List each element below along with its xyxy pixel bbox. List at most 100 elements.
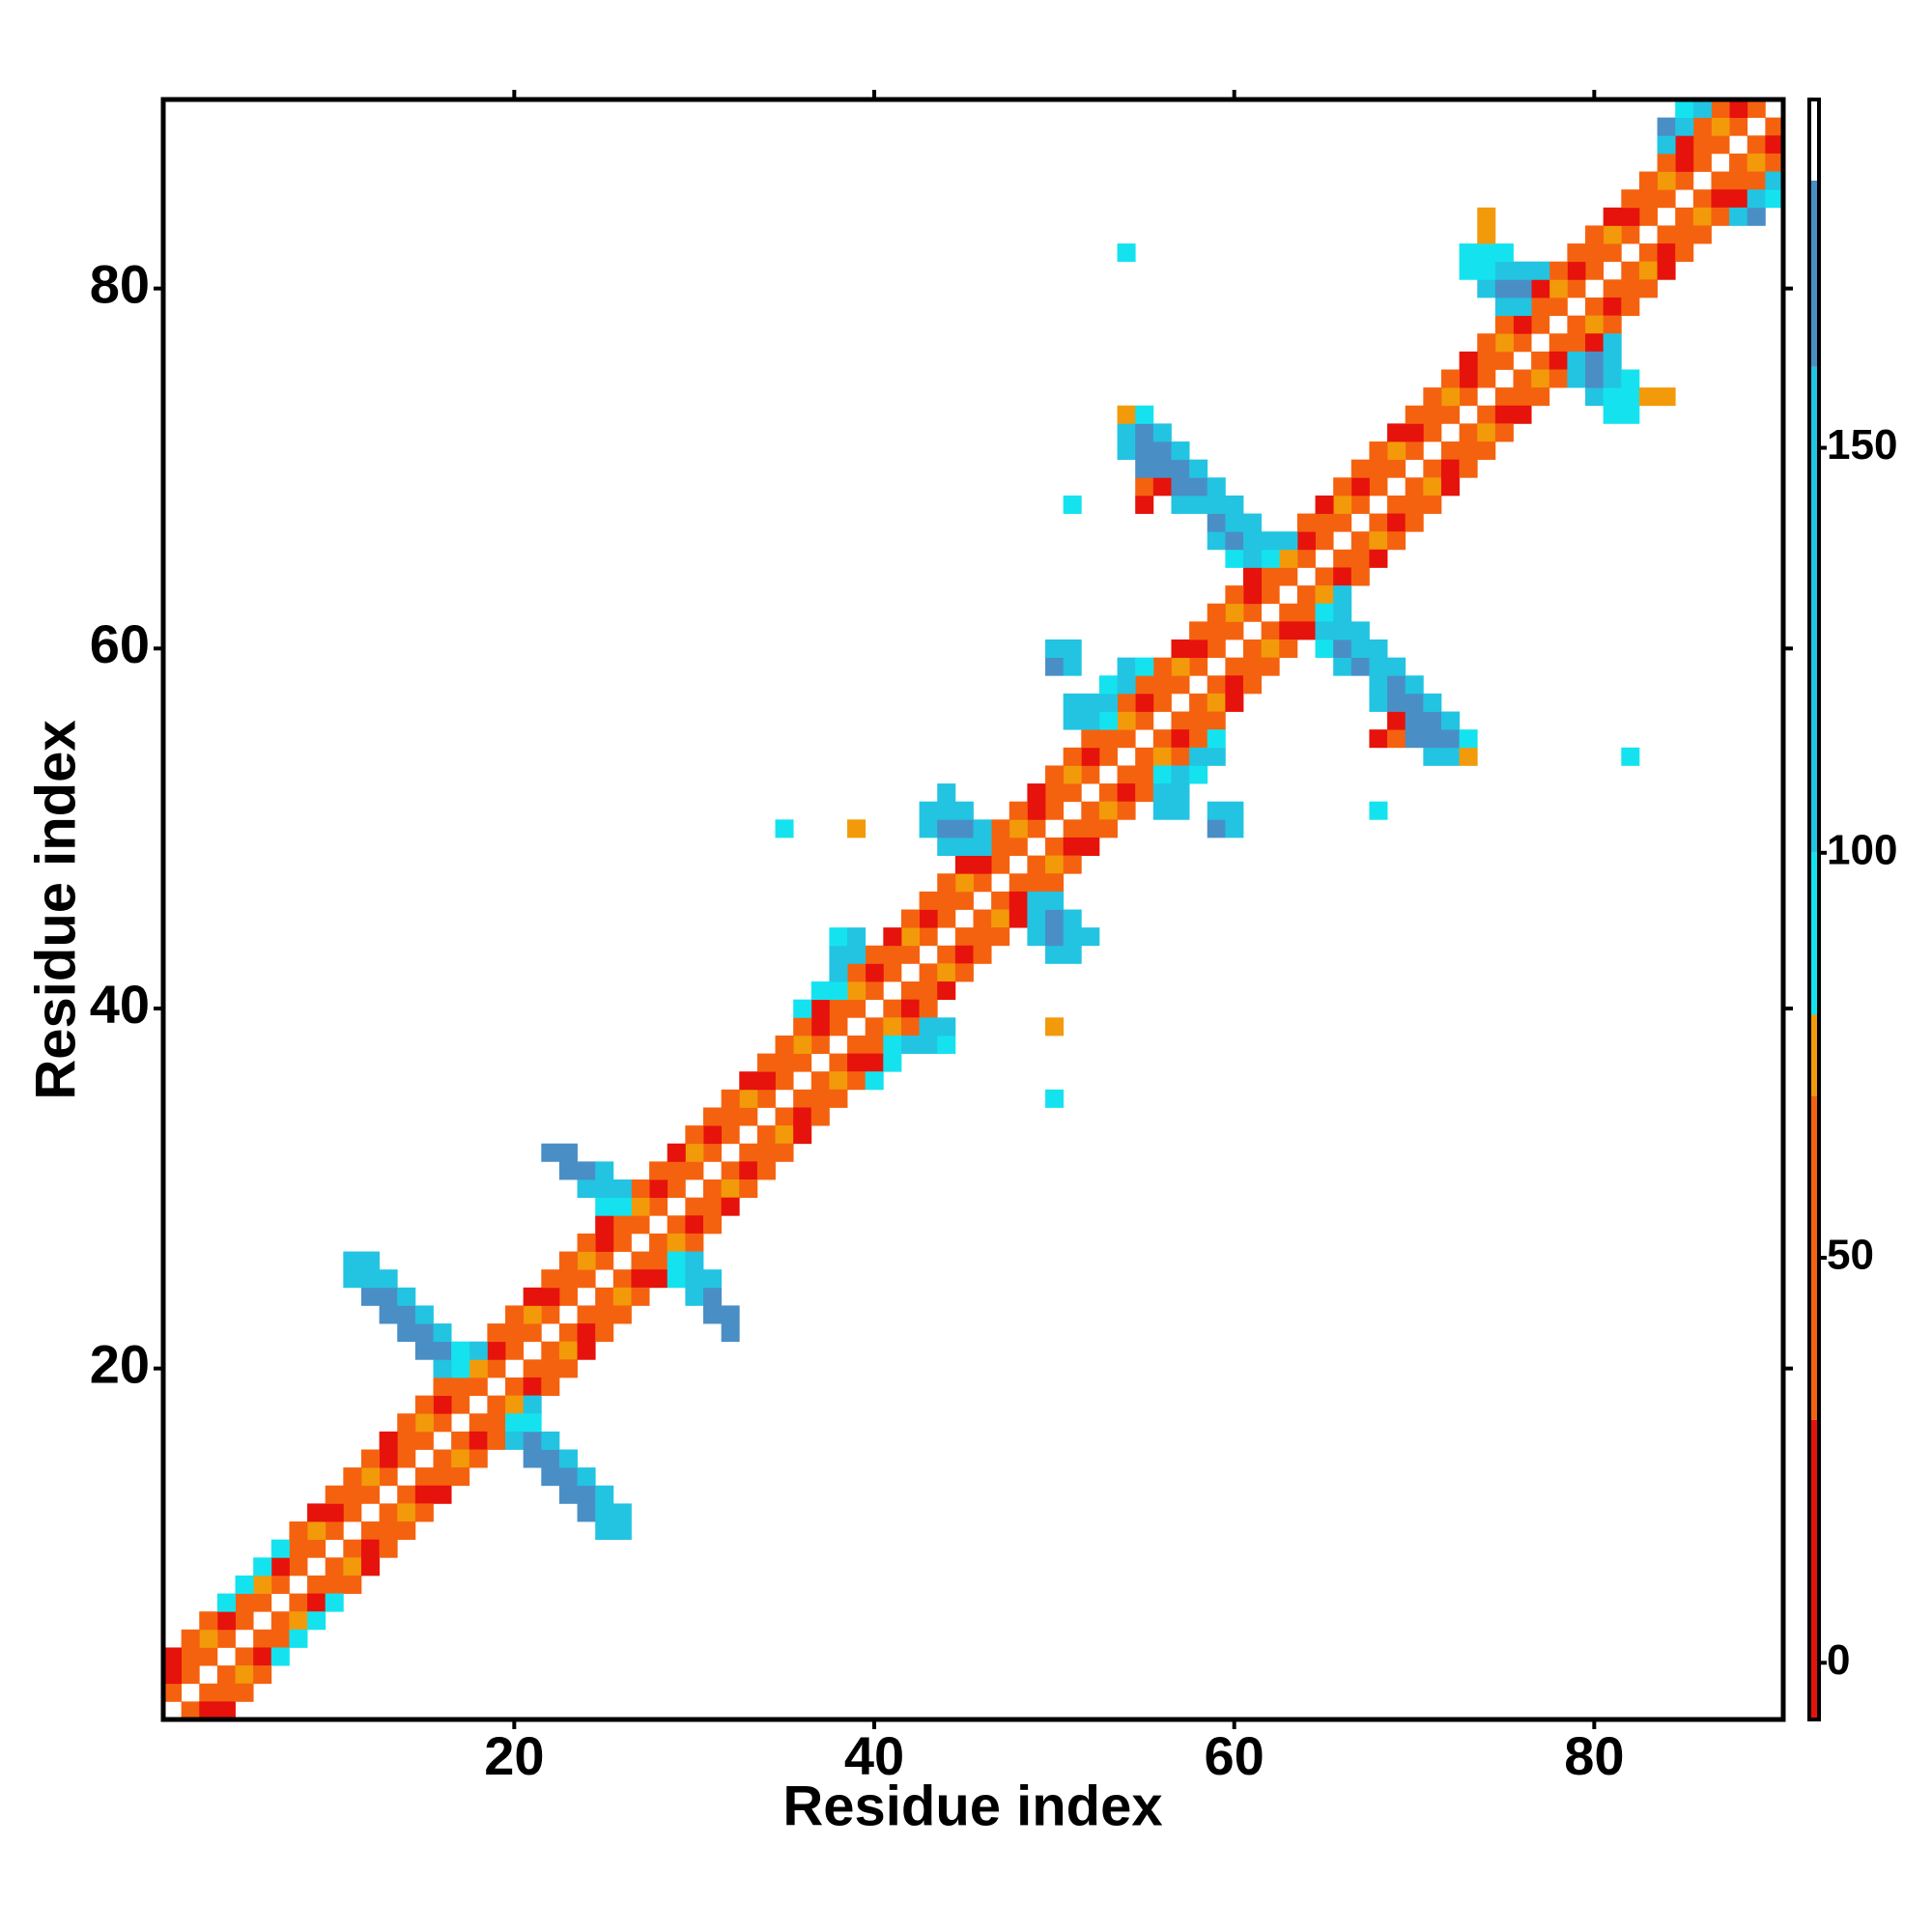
cell: [1477, 225, 1496, 244]
cell: [829, 981, 848, 1001]
cell: [1207, 621, 1226, 640]
cell: [721, 1197, 740, 1216]
cell: [1477, 279, 1496, 298]
cell: [1548, 297, 1568, 316]
cell: [1405, 693, 1424, 712]
cell: [1675, 153, 1694, 172]
cell: [685, 1125, 704, 1145]
cell: [991, 927, 1010, 947]
cell: [883, 1017, 902, 1037]
cell: [954, 819, 974, 838]
cell: [1063, 819, 1082, 838]
colorbar-tick-label: 150: [1827, 421, 1897, 469]
cell: [703, 1215, 723, 1235]
cell: [1440, 441, 1460, 461]
cell: [1765, 171, 1784, 190]
cell: [1207, 729, 1226, 749]
colorbar-band: [1809, 180, 1819, 367]
cell: [937, 1035, 956, 1054]
cell: [343, 1539, 362, 1558]
cell: [1063, 909, 1082, 928]
cell: [487, 1359, 506, 1378]
cell: [865, 963, 884, 982]
cell: [1765, 135, 1784, 155]
cell: [775, 1125, 794, 1145]
cell: [1261, 567, 1280, 586]
cell: [1171, 477, 1190, 497]
cell: [1135, 459, 1154, 478]
cell: [1225, 657, 1244, 676]
cell: [577, 1305, 596, 1324]
cell: [1171, 459, 1190, 478]
cell: [954, 963, 974, 982]
cell: [685, 1143, 704, 1162]
cell: [810, 1035, 830, 1054]
cell: [307, 1611, 327, 1631]
cell: [1567, 351, 1586, 370]
cell: [1171, 657, 1190, 676]
cell: [810, 981, 830, 1001]
cell: [1333, 477, 1352, 497]
cell: [1135, 405, 1154, 424]
cell: [1027, 927, 1046, 947]
cell: [991, 855, 1010, 874]
cell: [433, 1467, 452, 1487]
cell: [379, 1539, 398, 1558]
cell: [1225, 549, 1244, 568]
cell: [1189, 639, 1208, 659]
cell: [1585, 369, 1605, 388]
cell: [1009, 909, 1028, 928]
cell: [703, 1197, 723, 1216]
cell: [307, 1575, 327, 1594]
cell: [397, 1413, 416, 1433]
cell: [1747, 99, 1766, 119]
cell: [667, 1161, 686, 1180]
cell: [1423, 495, 1442, 514]
cell: [1603, 387, 1622, 407]
cell: [1765, 153, 1784, 172]
cell: [1440, 477, 1460, 497]
cell: [1098, 693, 1118, 712]
cell: [379, 1431, 398, 1450]
cell: [847, 927, 867, 947]
cell: [1621, 297, 1640, 316]
cell: [1171, 783, 1190, 803]
cell: [577, 1341, 596, 1360]
cell: [919, 999, 938, 1018]
cell: [1494, 333, 1514, 353]
cell: [1405, 711, 1424, 730]
cell: [1675, 207, 1694, 226]
cell: [1081, 693, 1100, 712]
cell: [1440, 711, 1460, 730]
cell: [1603, 297, 1622, 316]
cell: [1045, 1089, 1065, 1108]
cell: [1638, 171, 1658, 190]
cell: [1045, 1017, 1065, 1037]
cell: [325, 1575, 344, 1594]
cell: [667, 1233, 686, 1252]
cell: [919, 963, 938, 982]
cell: [253, 1665, 272, 1685]
cell: [919, 909, 938, 928]
cell: [721, 1107, 740, 1126]
cell: [1243, 585, 1263, 605]
cell: [1315, 513, 1334, 532]
cell: [810, 1071, 830, 1091]
cell: [1585, 351, 1605, 370]
cell: [1098, 729, 1118, 749]
cell: [865, 1017, 884, 1037]
cell: [631, 1269, 650, 1289]
cell: [487, 1431, 506, 1450]
cell: [1315, 531, 1334, 551]
cell: [1657, 189, 1676, 209]
cell: [1459, 441, 1478, 461]
cell: [1189, 657, 1208, 676]
cell: [775, 1107, 794, 1126]
cell: [1063, 693, 1082, 712]
cell: [973, 873, 992, 893]
cell: [954, 891, 974, 910]
cell: [612, 1521, 632, 1541]
cell: [1423, 405, 1442, 424]
cell: [1621, 387, 1640, 407]
cell: [1098, 819, 1118, 838]
